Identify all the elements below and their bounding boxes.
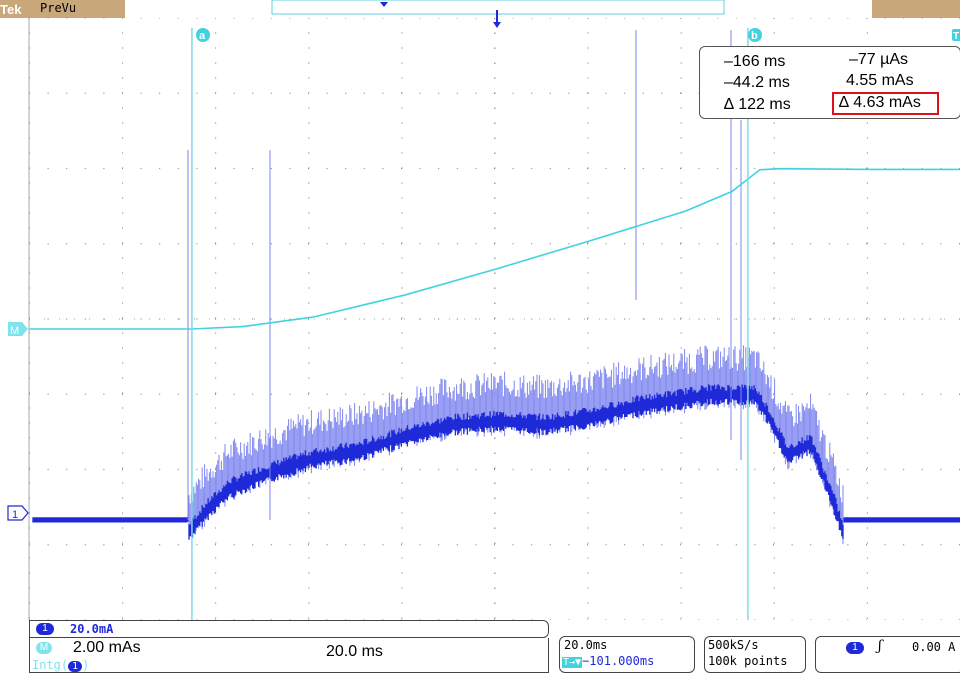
sample-rate: 500kS/s <box>708 638 759 652</box>
trigger-panel[interactable]: 1 ʃ 0.00 A <box>815 636 960 673</box>
brand-label: Tek <box>0 2 22 17</box>
math-scale-panel[interactable]: M 2.00 mAs 20.0 ms Intg(1) <box>29 638 549 673</box>
ch1-scale-panel[interactable]: 1 20.0mA <box>29 620 549 638</box>
record-length: 100k points <box>708 654 787 668</box>
svg-text:1: 1 <box>12 509 18 521</box>
ch1-trace-envelope <box>33 345 959 544</box>
cursor-lines <box>192 28 748 620</box>
trigger-slope-icon: ʃ <box>878 638 882 654</box>
ch1-badge: 1 <box>36 623 54 635</box>
trigger-position-icon: T→▼ <box>562 657 582 668</box>
cursor-a-label[interactable]: a <box>196 28 210 42</box>
cursor-delta-time: ∆ 122 ms <box>724 96 791 114</box>
cursor-a-value: –77 µAs <box>849 51 908 69</box>
math-trace <box>29 169 960 329</box>
svg-text:T: T <box>953 31 959 42</box>
math-badge: M <box>36 642 52 654</box>
ch1-scale: 20.0mA <box>70 622 113 636</box>
cursor-b-label[interactable]: b <box>748 28 762 42</box>
mode-label: PreVu <box>40 1 76 15</box>
timebase-panel[interactable]: 20.0ms T→▼−101.000ms <box>559 636 695 673</box>
delta-value-highlight <box>832 92 939 115</box>
trigger-level: 0.00 A <box>912 640 955 654</box>
trigger-source-badge: 1 <box>846 642 864 654</box>
cursor-b-value: 4.55 mAs <box>846 72 914 90</box>
cursor-a-time: –166 ms <box>724 53 785 71</box>
svg-text:M: M <box>10 325 19 337</box>
math-time-scale: 20.0 ms <box>326 643 383 661</box>
svg-text:b: b <box>751 30 758 42</box>
time-per-div: 20.0ms <box>564 638 607 652</box>
trigger-position: T→▼−101.000ms <box>562 654 654 668</box>
math-scale: 2.00 mAs <box>73 639 141 657</box>
cursor-b-time: –44.2 ms <box>724 74 790 92</box>
svg-text:a: a <box>199 30 206 42</box>
math-function: Intg(1) <box>32 658 89 672</box>
acquisition-panel[interactable]: 500kS/s 100k points <box>704 636 806 673</box>
trigger-t-label: T <box>952 29 960 42</box>
